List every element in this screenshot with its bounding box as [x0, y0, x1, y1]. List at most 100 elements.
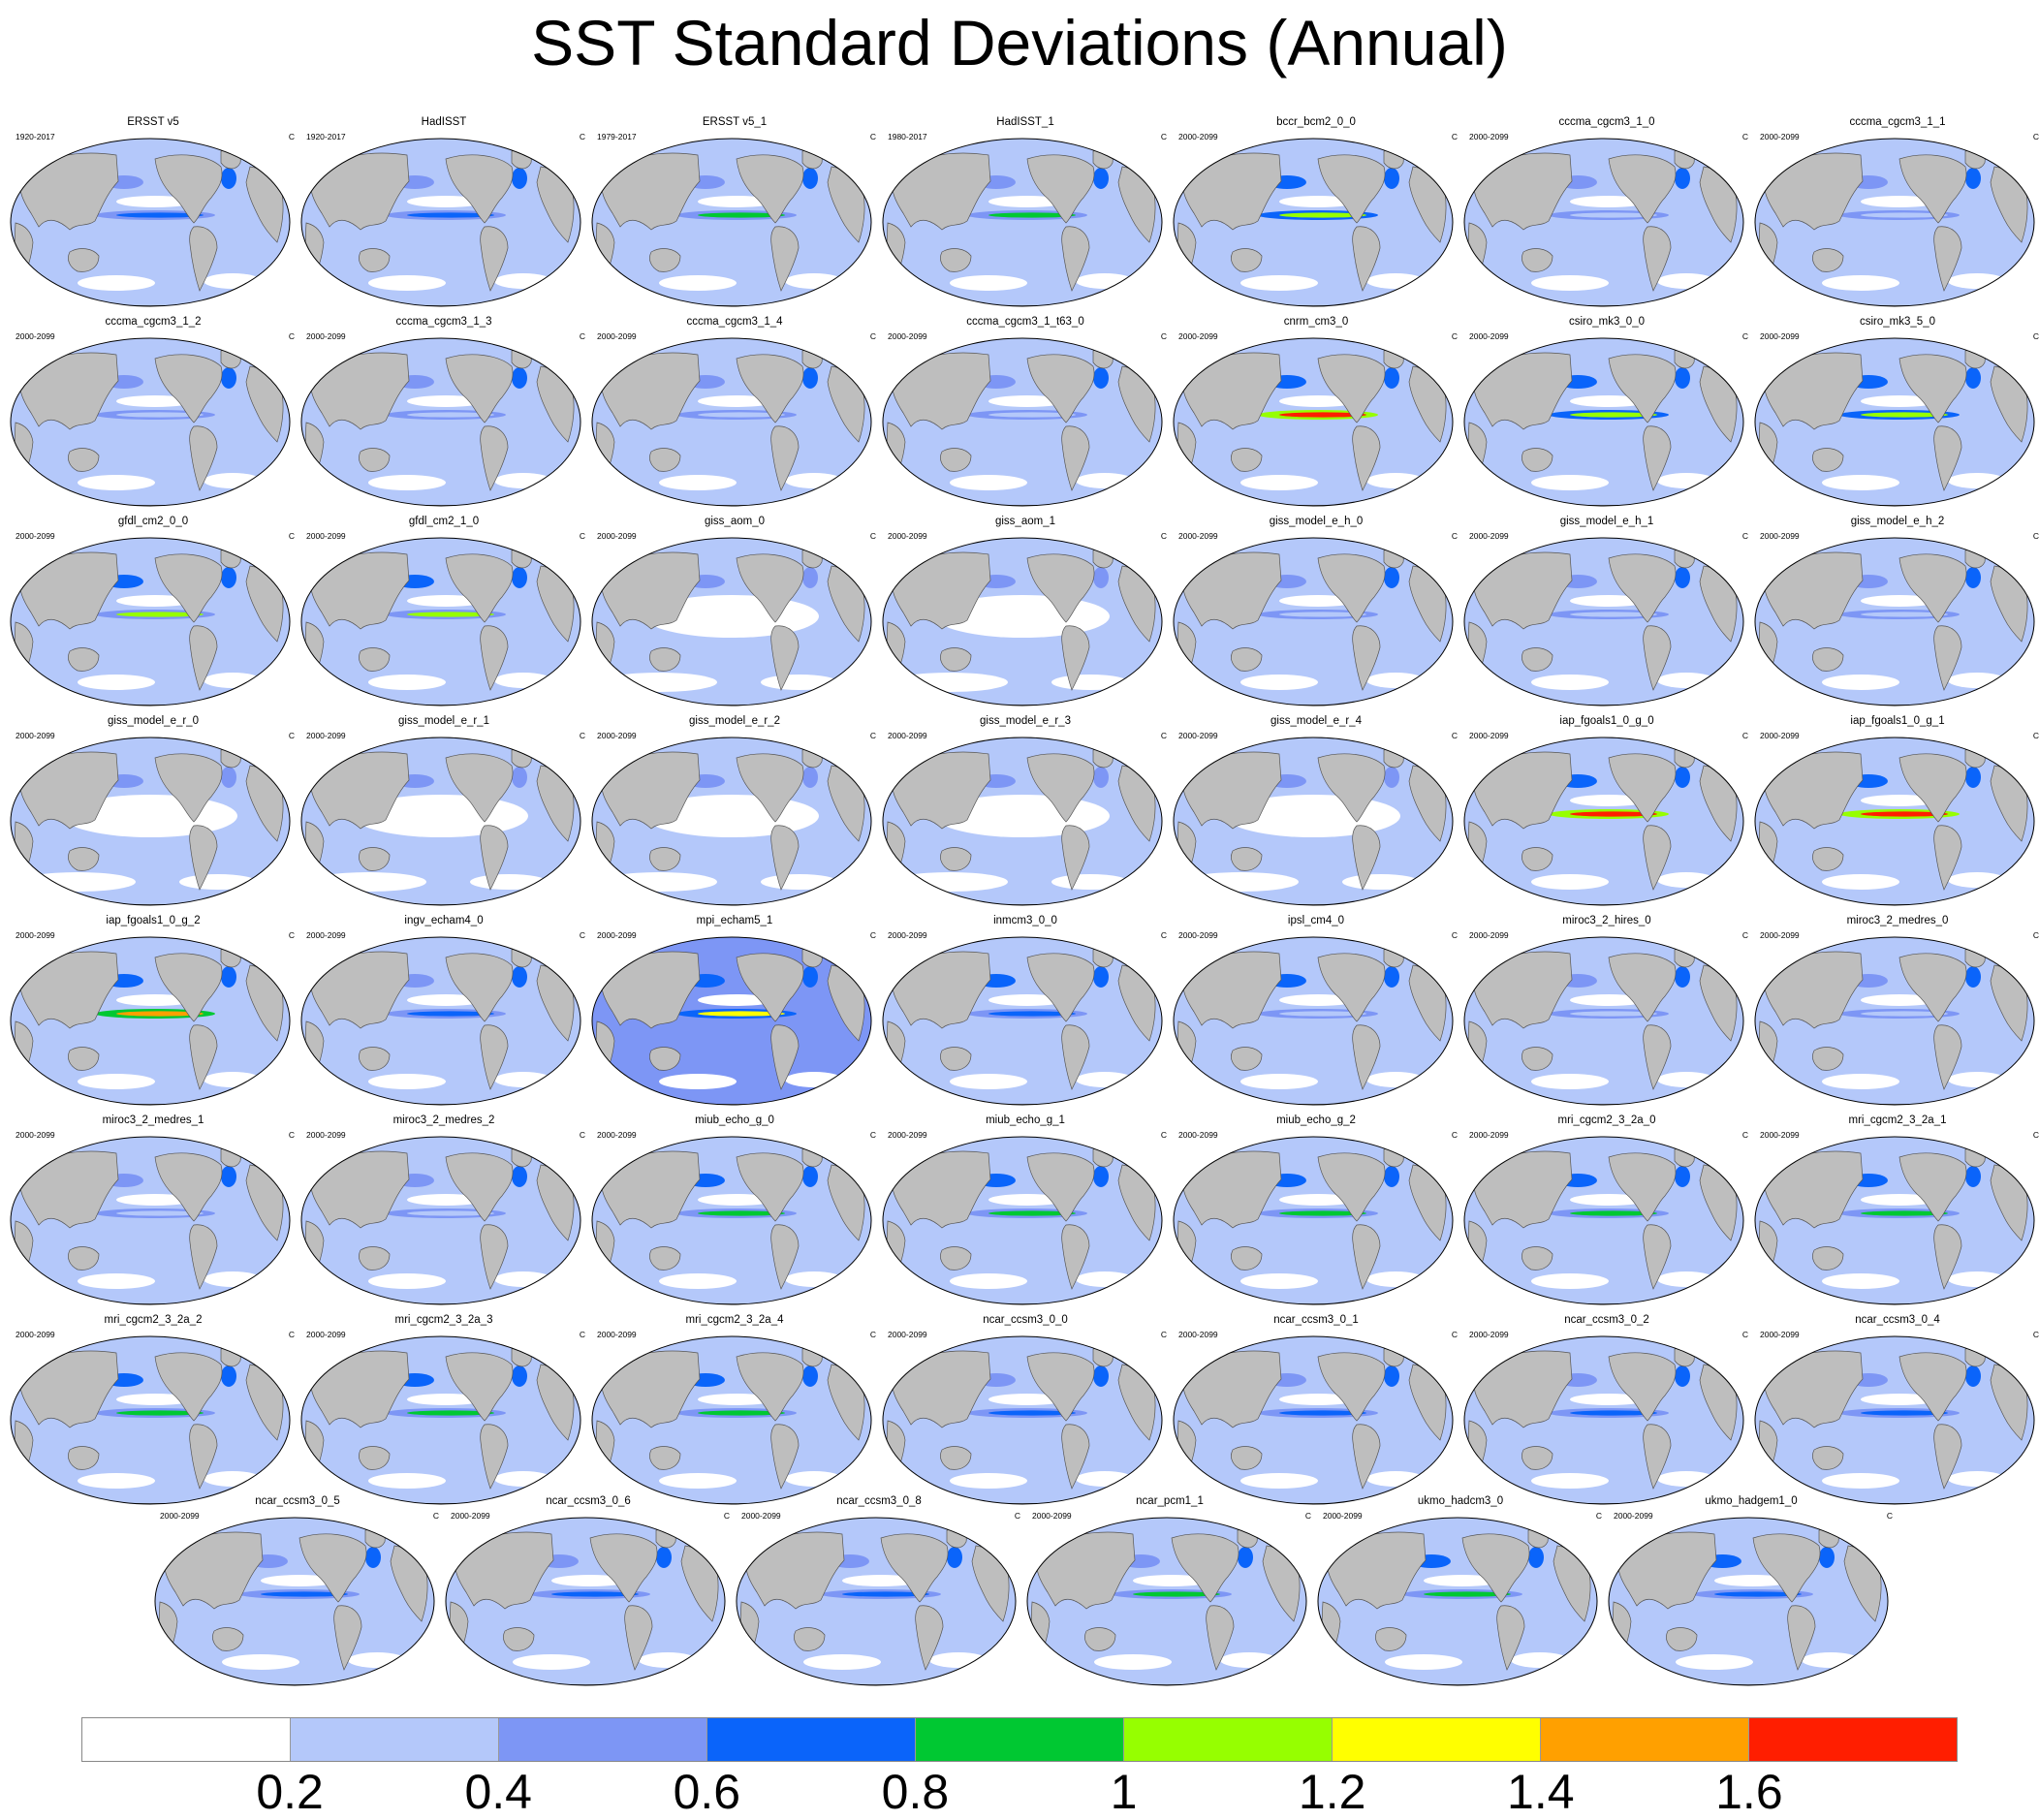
map-panel: ERSST v5_1 1979-2017 C [589, 116, 880, 320]
landmass [480, 226, 509, 292]
panel-title: cccma_cgcm3_1_4 [686, 316, 783, 328]
map-panel: giss_aom_0 2000-2099 C [589, 516, 880, 719]
landmass [1496, 1605, 1525, 1671]
landmass [18, 352, 119, 430]
panel-units: C [1741, 331, 1748, 341]
panel-units: C [869, 731, 876, 740]
enso-tongue-core [1570, 1210, 1657, 1216]
map-panel: ncar_ccsm3_0_4 2000-2099 C [1752, 1314, 2039, 1518]
landmass [1964, 1347, 1986, 1367]
landmass [18, 751, 119, 830]
low-variability-region [494, 1471, 552, 1487]
map-svg [1754, 337, 2035, 507]
landmass [511, 349, 532, 369]
panel-period: 2000-2099 [306, 331, 346, 341]
map-panel: miub_echo_g_2 2000-2099 C [1171, 1114, 1461, 1318]
low-variability-region [368, 1273, 446, 1289]
low-variability-region [1822, 874, 1899, 890]
map-border [1317, 1517, 1598, 1686]
landmass [940, 847, 972, 871]
panel-title: HadISST_1 [996, 116, 1054, 128]
landmass [220, 1147, 241, 1168]
map-panel: miub_echo_g_0 2000-2099 C [589, 1114, 880, 1318]
landmass [736, 953, 804, 1022]
landmass [589, 1533, 658, 1603]
panel-period: 2000-2099 [888, 930, 927, 940]
landmass [1352, 1424, 1381, 1490]
low-variability-region [659, 1273, 737, 1289]
map-svg [1463, 138, 1744, 307]
map-svg [1173, 737, 1454, 906]
map-panel: giss_model_e_r_2 2000-2099 C [589, 715, 880, 919]
map-svg [1463, 537, 1744, 706]
map-panel: miroc3_2_medres_0 2000-2099 C [1752, 915, 2039, 1118]
gulf-stream-anomaly [802, 1166, 818, 1187]
landmass [68, 1446, 100, 1470]
low-variability-region [551, 1575, 629, 1586]
landmass [736, 1152, 804, 1222]
landmass [1026, 354, 1095, 424]
map-svg [1173, 337, 1454, 507]
panel-title: giss_model_e_h_2 [1850, 516, 1945, 527]
gulf-stream-anomaly [1675, 1365, 1690, 1387]
gulf-stream-anomaly [1384, 168, 1399, 189]
panel-title: csiro_mk3_0_0 [1569, 316, 1645, 328]
low-variability-region [1531, 1473, 1609, 1489]
map-panel: ncar_ccsm3_0_1 2000-2099 C [1171, 1314, 1461, 1518]
panel-period: 2000-2099 [1760, 531, 1800, 541]
map-border [10, 337, 291, 507]
enso-tongue-core [407, 1011, 494, 1017]
map-border [10, 537, 291, 706]
map-svg [591, 936, 872, 1106]
enso-tongue-core [698, 1410, 785, 1416]
enso-tongue-core [1279, 1210, 1366, 1216]
panel-units: C [288, 331, 295, 341]
landmass [1521, 1446, 1553, 1470]
low-variability-region [1822, 675, 1899, 690]
landmass [891, 352, 991, 430]
low-variability-region [1531, 1273, 1609, 1289]
landmass [649, 647, 681, 672]
colorbar-segment [915, 1718, 1123, 1761]
landmass [1317, 953, 1386, 1022]
panel-title: giss_model_e_h_1 [1559, 516, 1654, 527]
colorbar-segment [82, 1718, 290, 1761]
panel-title: ncar_ccsm3_0_8 [836, 1495, 922, 1507]
map-border [1173, 1136, 1454, 1305]
landmass [445, 753, 514, 823]
landmass [1812, 448, 1844, 472]
panel-title: iap_fgoals1_0_g_0 [1559, 715, 1654, 727]
panel-title: csiro_mk3_5_0 [1860, 316, 1935, 328]
landmass [1763, 951, 1864, 1029]
panel-units: C [2032, 132, 2039, 141]
panel-period: 2000-2099 [1469, 731, 1509, 740]
landmass [770, 425, 800, 491]
map-border [10, 1335, 291, 1505]
low-variability-region [1342, 874, 1420, 890]
panel-title: giss_aom_0 [704, 516, 765, 527]
enso-tongue-core [116, 1011, 204, 1017]
map-svg [1754, 537, 2035, 706]
map-svg [882, 337, 1163, 507]
map-svg [10, 138, 291, 307]
landmass [770, 1024, 800, 1090]
landmass [1206, 1605, 1235, 1671]
landmass [1092, 748, 1114, 769]
low-variability-region [368, 475, 446, 490]
landmass [309, 352, 410, 430]
low-variability-region [929, 1652, 988, 1668]
panel-units: C [869, 930, 876, 940]
panel-period: 2000-2099 [888, 731, 927, 740]
landmass [1933, 1424, 1962, 1490]
landmass [1092, 948, 1114, 968]
panel-title: inmcm3_0_0 [993, 915, 1057, 926]
panel-units: C [288, 930, 295, 940]
landmass [1674, 948, 1695, 968]
low-variability-region [1279, 1394, 1357, 1405]
map-svg [1463, 936, 1744, 1106]
gulf-stream-anomaly [802, 567, 818, 588]
landmass [1898, 953, 1967, 1022]
map-panel: miroc3_2_medres_1 2000-2099 C [8, 1114, 298, 1318]
low-variability-region [1076, 1471, 1134, 1487]
low-variability-region [1822, 275, 1899, 291]
